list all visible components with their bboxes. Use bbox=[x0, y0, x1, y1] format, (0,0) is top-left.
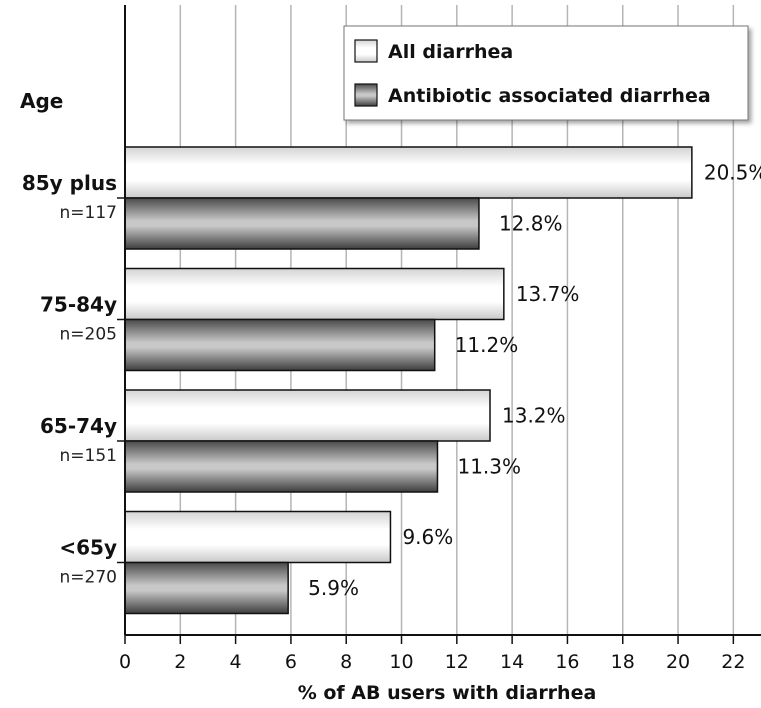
x-tick-label-9: 18 bbox=[611, 651, 635, 673]
category-label-0: 85y plus bbox=[22, 171, 117, 195]
data-label-s1-c1: 11.2% bbox=[455, 333, 519, 357]
bar-s1-c0 bbox=[124, 197, 480, 250]
x-axis-title: % of AB users with diarrhea bbox=[298, 682, 597, 704]
legend-label-antibiotic-associated: Antibiotic associated diarrhea bbox=[388, 85, 711, 107]
legend: All diarrhea Antibiotic associated diarr… bbox=[343, 25, 749, 121]
category-axis-title: Age bbox=[20, 89, 63, 113]
data-label-s0-c3: 9.6% bbox=[402, 525, 453, 549]
x-tick-label-10: 20 bbox=[666, 651, 690, 673]
x-tick-label-5: 10 bbox=[389, 651, 413, 673]
legend-label-all-diarrhea: All diarrhea bbox=[388, 41, 513, 63]
category-label-3: <65y bbox=[59, 536, 117, 560]
data-label-s0-c2: 13.2% bbox=[502, 404, 566, 428]
legend-box bbox=[343, 25, 749, 121]
axes: 0 2 4 6 8 10 12 14 16 18 20 22 bbox=[117, 5, 761, 673]
data-label-s1-c2: 11.3% bbox=[457, 455, 521, 479]
bar-s0-c2 bbox=[124, 389, 491, 442]
x-tick-label-7: 14 bbox=[500, 651, 524, 673]
legend-swatch-all-diarrhea bbox=[354, 39, 378, 63]
x-tick-label-8: 16 bbox=[555, 651, 579, 673]
x-tick-label-11: 22 bbox=[721, 651, 745, 673]
category-count-3: n=270 bbox=[60, 568, 117, 588]
x-tick-label-1: 2 bbox=[174, 651, 186, 673]
bar-s1-c1 bbox=[124, 318, 436, 372]
category-label-1: 75-84y bbox=[40, 293, 117, 317]
bar-s0-c3 bbox=[124, 510, 392, 564]
x-tick-label-3: 6 bbox=[285, 651, 297, 673]
bar-s0-c1 bbox=[124, 267, 505, 321]
data-label-s0-c1: 13.7% bbox=[516, 282, 580, 306]
bar-s1-c2 bbox=[124, 440, 439, 493]
legend-swatch-antibiotic-associated bbox=[354, 83, 378, 107]
bar-s0-c0 bbox=[124, 146, 693, 199]
x-tick-label-6: 12 bbox=[445, 651, 469, 673]
category-count-2: n=151 bbox=[60, 446, 117, 466]
data-label-s1-c3: 5.9% bbox=[308, 576, 359, 600]
category-count-1: n=205 bbox=[60, 325, 117, 345]
x-tick-label-2: 4 bbox=[230, 651, 242, 673]
data-label-s1-c0: 12.8% bbox=[499, 212, 563, 236]
category-count-0: n=117 bbox=[60, 203, 117, 223]
bar-s1-c3 bbox=[124, 561, 289, 615]
labels: 20.5% 12.8% 85y plus n=117 13.7% 11.2% 75-84y n… bbox=[22, 161, 761, 601]
x-tick-label-4: 8 bbox=[340, 651, 352, 673]
category-label-2: 65-74y bbox=[40, 414, 117, 438]
data-label-s0-c0: 20.5% bbox=[704, 161, 761, 185]
x-tick-label-0: 0 bbox=[119, 651, 131, 673]
